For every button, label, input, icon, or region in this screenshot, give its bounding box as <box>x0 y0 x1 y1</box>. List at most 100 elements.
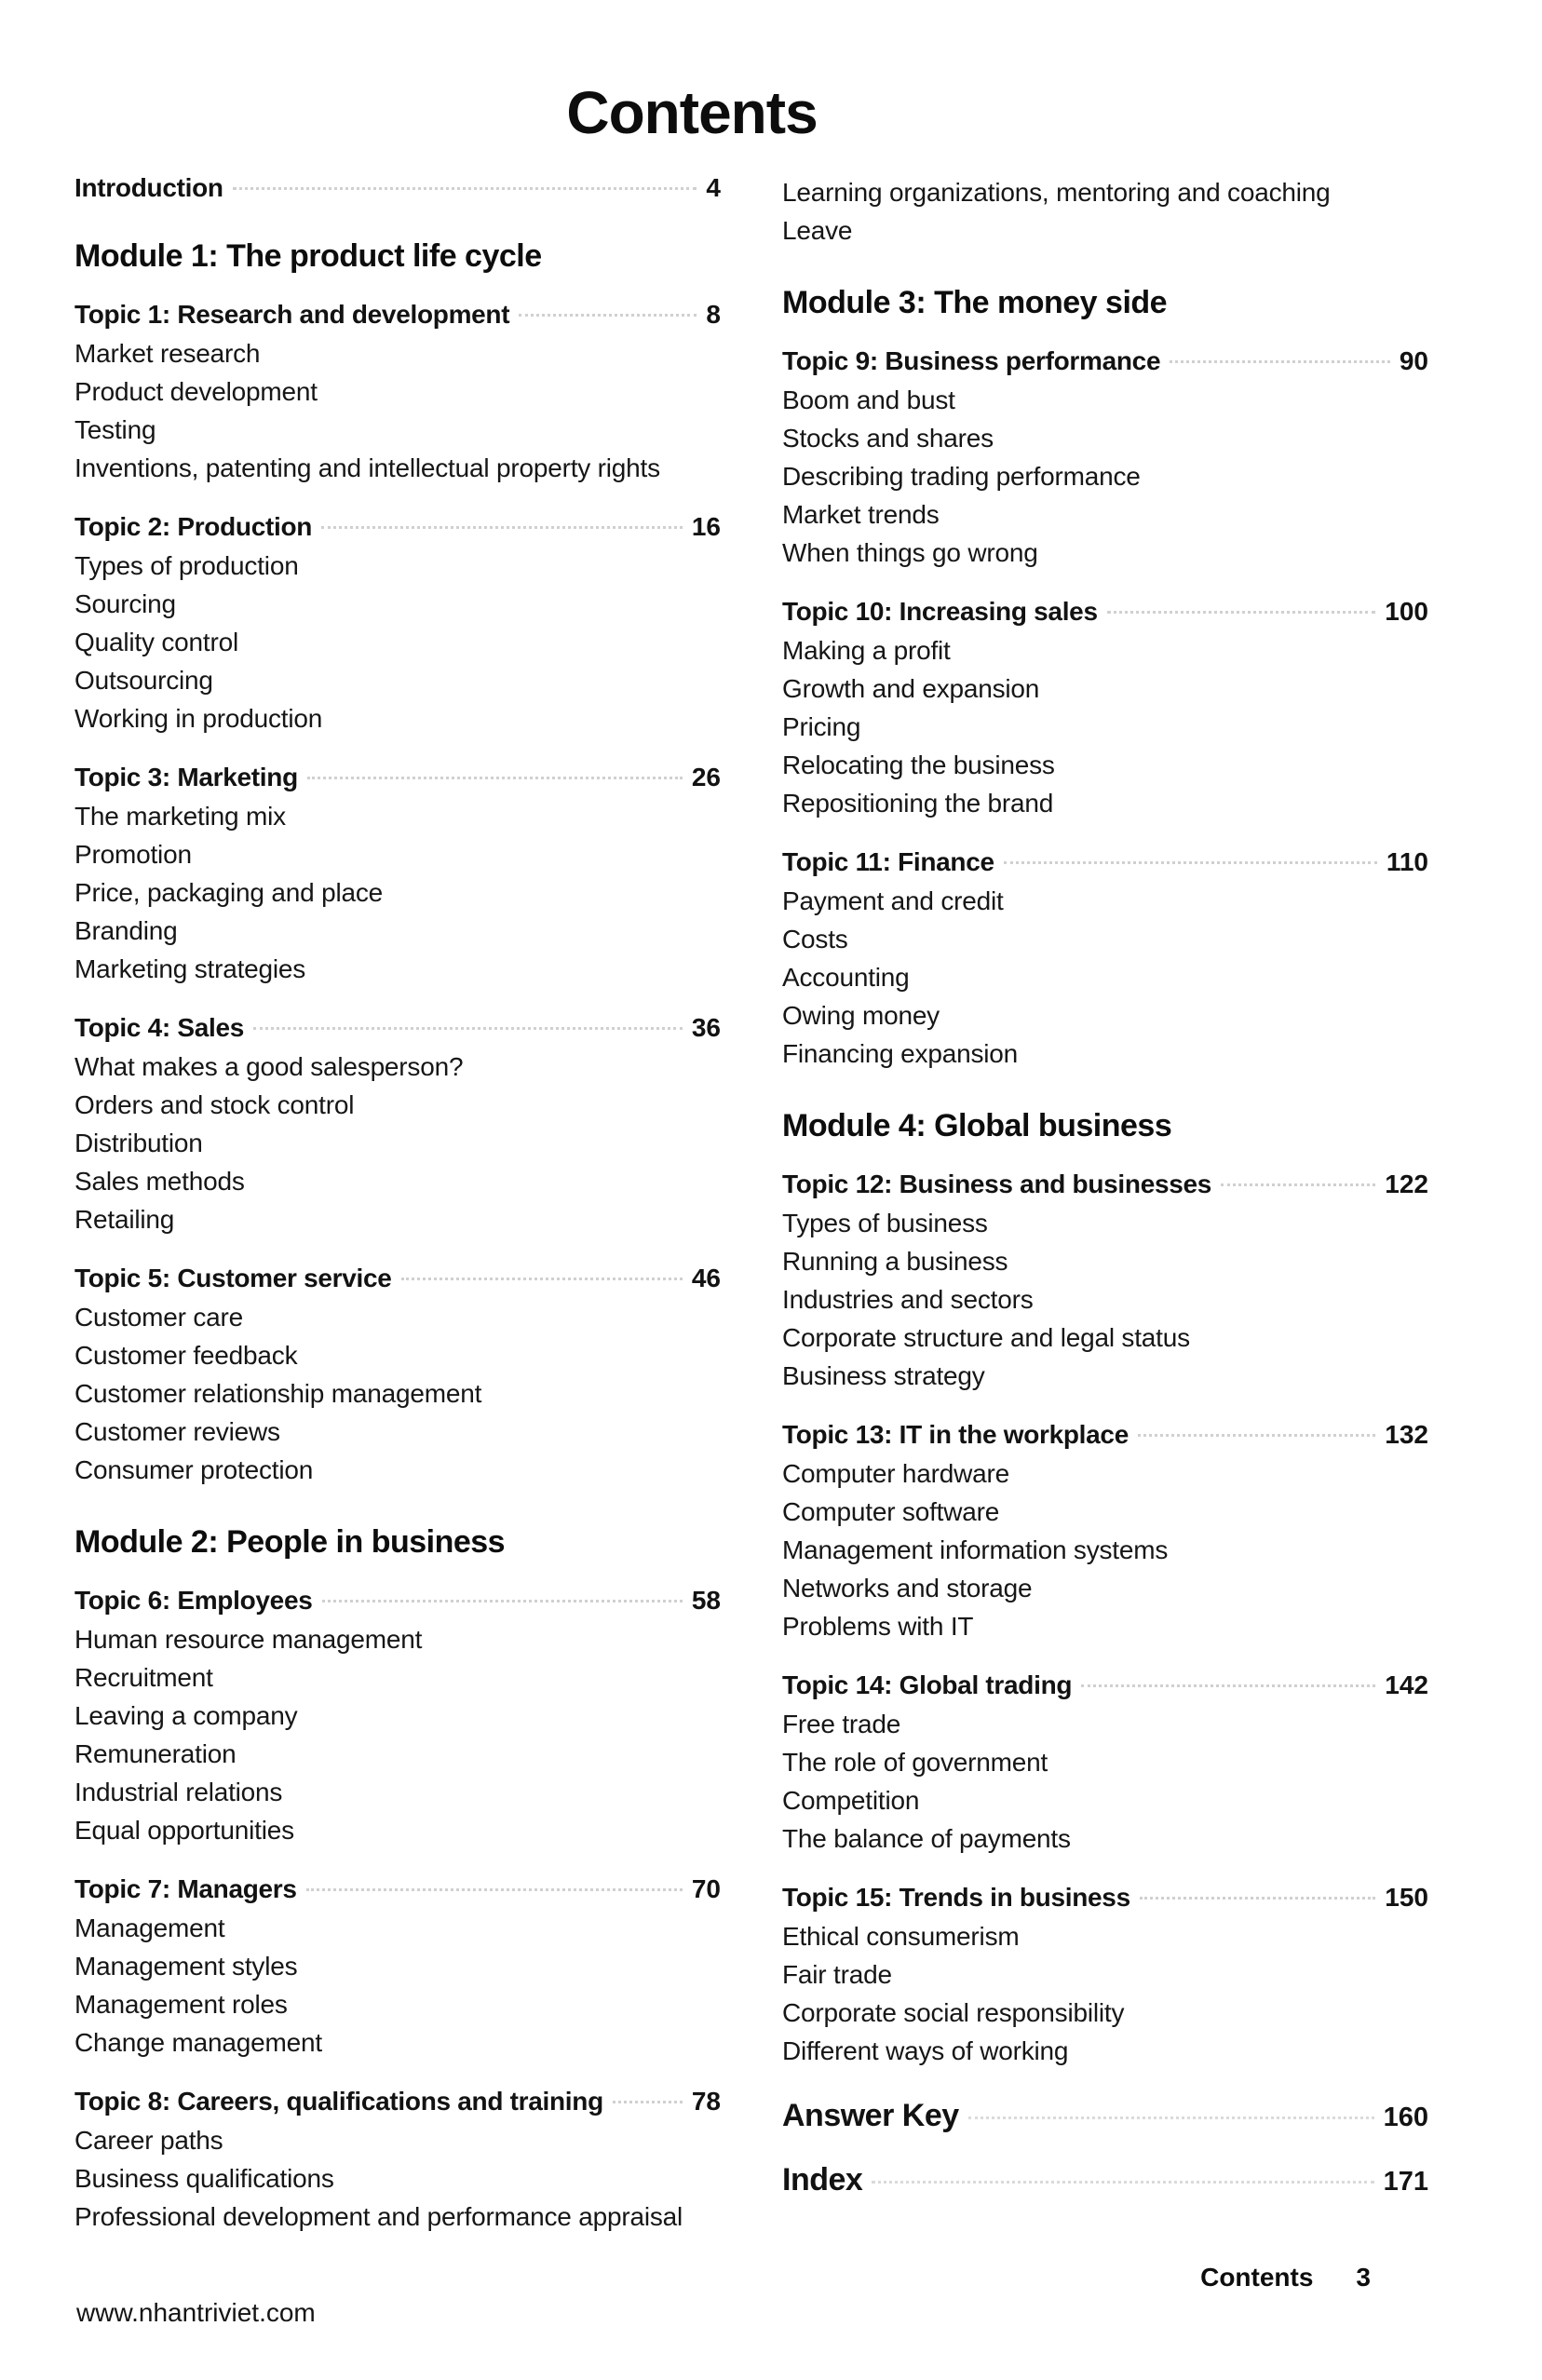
footer-page-number: 3 <box>1356 2263 1371 2292</box>
dotted-leader <box>253 1027 683 1030</box>
module-heading: Module 3: The money side <box>782 285 1168 320</box>
topic-item: Orders and stock control <box>74 1090 355 1119</box>
entry-page-number: 70 <box>691 1874 721 1903</box>
topic-item: Making a profit <box>782 636 951 665</box>
dotted-leader <box>1170 360 1390 363</box>
topic-row: Topic 11: Finance 110 <box>782 847 1428 877</box>
topic-item: Customer relationship management <box>74 1379 482 1408</box>
entry-label: Topic 5: Customer service <box>74 1264 392 1292</box>
topic-item: Quality control <box>74 628 238 656</box>
topic-block: Topic 14: Global trading 142 Free trade The… <box>782 1670 1428 1858</box>
entry-page-number: 26 <box>691 763 721 791</box>
topic-row: Topic 13: IT in the workplace 132 <box>782 1420 1428 1450</box>
introduction-entry: Introduction 4 <box>74 173 721 203</box>
topic-item: Networks and storage <box>782 1574 1033 1602</box>
topic-item: Customer reviews <box>74 1417 280 1446</box>
topic-items: Payment and credit Costs Accounting Owing m… <box>782 882 1428 1073</box>
topic-items: Types of production Sourcing Quality contr… <box>74 547 721 737</box>
dotted-leader <box>1221 1183 1376 1186</box>
topic-block: Topic 8: Careers, qualifications and tra… <box>74 2087 721 2236</box>
topic-item: Market trends <box>782 500 940 529</box>
topic-block: Topic 1: Research and development 8 Market… <box>74 300 721 487</box>
dotted-leader <box>872 2181 1374 2184</box>
topic-item: Types of production <box>74 551 299 580</box>
toc-column-left: Introduction 4 Module 1: The product life … <box>74 173 721 2236</box>
topic-item: Accounting <box>782 963 910 992</box>
topic-items: Management Management styles Management ro… <box>74 1909 721 2062</box>
topic-item: Free trade <box>782 1710 901 1738</box>
topic-row: Topic 15: Trends in business 150 <box>782 1883 1428 1913</box>
entry-page-number: 8 <box>706 300 721 329</box>
module-heading: Module 4: Global business <box>782 1108 1172 1143</box>
topic-block: Topic 15: Trends in business 150 Ethical c… <box>782 1883 1428 2070</box>
topic-item: What makes a good salesperson? <box>74 1052 464 1081</box>
entry-label: Topic 4: Sales <box>74 1013 245 1042</box>
topic-item: Business qualifications <box>74 2164 334 2193</box>
entry-label: Topic 3: Marketing <box>74 763 298 791</box>
topic-items: Customer care Customer feedback Customer r… <box>74 1298 721 1489</box>
topic-items: Making a profit Growth and expansion Prici… <box>782 631 1428 822</box>
footer-section-label: Contents <box>1200 2263 1314 2292</box>
topic-item: Marketing strategies <box>74 954 306 983</box>
topic-row: Topic 5: Customer service 46 <box>74 1264 721 1293</box>
dotted-leader <box>306 777 683 779</box>
topic-item: Working in production <box>74 704 323 733</box>
topic-item: Industries and sectors <box>782 1285 1034 1314</box>
footer-website-url: www.nhantriviet.com <box>76 2298 316 2327</box>
entry-label: Topic 10: Increasing sales <box>782 597 1098 626</box>
backmatter-entry: Index 171 <box>782 2162 1428 2198</box>
topic-items: Free trade The role of government Competit… <box>782 1705 1428 1858</box>
topic-block: Topic 7: Managers 70 Management Management … <box>74 1874 721 2062</box>
topic-item: Outsourcing <box>74 666 213 695</box>
dotted-leader <box>967 2116 1374 2119</box>
topic-row: Topic 10: Increasing sales 100 <box>782 597 1428 627</box>
topic-block: Topic 6: Employees 58 Human resource manag… <box>74 1586 721 1849</box>
dotted-leader <box>305 1888 683 1891</box>
topic-item: Branding <box>74 916 178 945</box>
topic-row: Topic 3: Marketing 26 <box>74 763 721 792</box>
topic-items: Computer hardware Computer software Manage… <box>782 1454 1428 1645</box>
topic-item: Fair trade <box>782 1960 892 1989</box>
entry-page-number: 122 <box>1385 1170 1428 1198</box>
topic-item: Describing trading performance <box>782 462 1141 491</box>
entry-page-number: 36 <box>691 1013 721 1042</box>
topic-item: Problems with IT <box>782 1612 974 1641</box>
topic-item: Owing money <box>782 1001 940 1030</box>
entry-page-number: 160 <box>1383 2103 1428 2132</box>
entry-label: Topic 8: Careers, qualifications and tra… <box>74 2087 603 2116</box>
dotted-leader <box>321 526 683 529</box>
topic-item: Leave <box>782 216 853 245</box>
topic-items: What makes a good salesperson? Orders and… <box>74 1048 721 1238</box>
topic-item: Customer feedback <box>74 1341 298 1370</box>
topic-row: Topic 1: Research and development 8 <box>74 300 721 330</box>
entry-label: Introduction <box>74 173 223 202</box>
topic-item: Learning organizations, mentoring and co… <box>782 178 1331 207</box>
dotted-leader <box>1139 1897 1376 1900</box>
dotted-leader <box>1106 611 1376 614</box>
topic-item: Computer hardware <box>782 1459 1010 1488</box>
topic-row: Topic 7: Managers 70 <box>74 1874 721 1904</box>
topic-item: Payment and credit <box>782 886 1004 915</box>
entry-label: Topic 11: Finance <box>782 847 994 876</box>
topic-item: Career paths <box>74 2126 223 2155</box>
introduction-row: Introduction 4 <box>74 173 721 203</box>
dotted-leader <box>519 314 697 317</box>
topic-item: Recruitment <box>74 1663 213 1692</box>
topic-item: Different ways of working <box>782 2036 1069 2065</box>
topic-item: Relocating the business <box>782 751 1055 779</box>
topic-row: Topic 4: Sales 36 <box>74 1013 721 1043</box>
topic-block: Topic 5: Customer service 46 Customer care… <box>74 1264 721 1489</box>
topic-block: Topic 2: Production 16 Types of production… <box>74 512 721 737</box>
topic-item: Corporate structure and legal status <box>782 1323 1190 1352</box>
topic-item: Ethical consumerism <box>782 1922 1020 1951</box>
dotted-leader <box>1137 1434 1376 1437</box>
topic-item: Management <box>74 1913 225 1942</box>
topic-item: Management roles <box>74 1990 288 2019</box>
topic-block: Topic 12: Business and businesses 122 Type… <box>782 1170 1428 1395</box>
topic-row: Topic 2: Production 16 <box>74 512 721 542</box>
toc-columns: Introduction 4 Module 1: The product life … <box>74 173 1428 2236</box>
topic-row: Topic 6: Employees 58 <box>74 1586 721 1616</box>
footer-page-info: Contents 3 <box>1200 2263 1371 2292</box>
entry-label: Topic 15: Trends in business <box>782 1883 1130 1912</box>
entry-page-number: 132 <box>1385 1420 1428 1449</box>
